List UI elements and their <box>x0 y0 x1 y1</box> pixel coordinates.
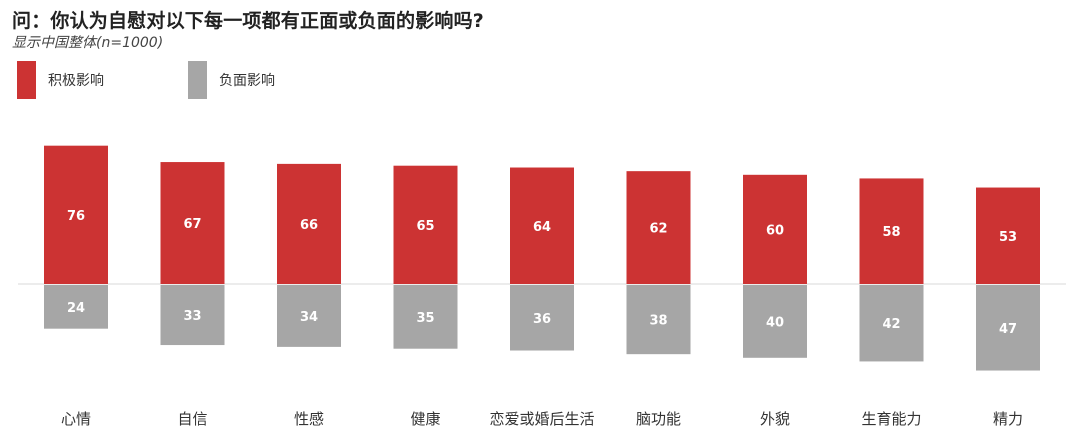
data-label-negative: 24 <box>67 301 85 316</box>
bar-positive <box>626 171 691 284</box>
data-label-positive: 62 <box>649 222 667 237</box>
bar-positive <box>393 165 458 284</box>
data-label-negative: 34 <box>300 310 318 325</box>
bar-positive <box>277 163 341 284</box>
data-label-positive: 58 <box>882 225 900 240</box>
data-label-positive: 66 <box>300 218 318 233</box>
category-label: 恋爱或婚后生活 <box>489 410 594 428</box>
data-label-negative: 38 <box>649 314 667 329</box>
category-label: 心情 <box>61 410 91 428</box>
bar-positive <box>859 178 924 284</box>
bar-negative <box>626 285 691 355</box>
bar-negative <box>393 285 458 349</box>
legend-label-negative: 负面影响 <box>219 73 275 89</box>
data-label-negative: 47 <box>999 322 1017 337</box>
data-label-negative: 42 <box>882 317 900 332</box>
data-label-positive: 64 <box>533 220 551 235</box>
data-label-positive: 60 <box>766 223 784 238</box>
legend-swatch-positive <box>17 61 36 99</box>
category-label: 性感 <box>294 410 324 428</box>
data-label-positive: 76 <box>67 209 85 224</box>
legend-swatch-negative <box>188 61 207 99</box>
legend-positive: 积极影响 <box>17 61 104 99</box>
legend-negative: 负面影响 <box>188 61 275 99</box>
bar-negative <box>976 285 1040 371</box>
data-label-negative: 40 <box>766 315 784 330</box>
chart-subtitle: 显示中国整体(n=1000) <box>12 35 164 51</box>
data-label-negative: 36 <box>533 312 551 327</box>
bar-negative <box>743 285 807 358</box>
data-label-negative: 35 <box>416 311 434 326</box>
category-label: 精力 <box>993 410 1023 428</box>
bar-negative <box>160 285 225 346</box>
data-label-positive: 53 <box>999 230 1017 245</box>
bar-positive <box>743 174 807 284</box>
bar-positive <box>160 162 225 284</box>
bar-negative <box>277 285 341 347</box>
category-label: 健康 <box>410 410 440 428</box>
chart-title: 问：你认为自慰对以下每一项都有正面或负面的影响吗? <box>12 10 485 32</box>
bar-negative <box>44 285 108 329</box>
bar-negative <box>859 285 924 362</box>
category-label: 自信 <box>177 410 207 428</box>
category-label: 外貌 <box>760 410 790 428</box>
data-label-positive: 65 <box>416 219 434 234</box>
category-label: 脑功能 <box>636 410 681 428</box>
data-label-positive: 67 <box>183 217 201 232</box>
bar-positive <box>510 167 574 284</box>
bar-negative <box>510 285 574 351</box>
legend-label-positive: 积极影响 <box>48 73 104 89</box>
category-label: 生育能力 <box>861 410 921 428</box>
bar-positive <box>44 145 108 284</box>
bar-positive <box>976 187 1040 284</box>
data-label-negative: 33 <box>183 309 201 324</box>
